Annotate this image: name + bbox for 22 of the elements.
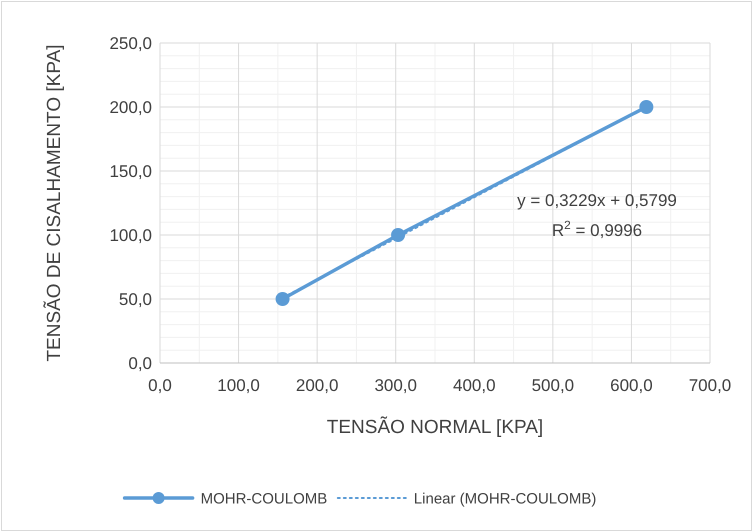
y-tick-label: 100,0: [109, 226, 152, 245]
x-tick-label: 300,0: [374, 376, 417, 395]
y-tick-label: 200,0: [109, 98, 152, 117]
legend-label: MOHR-COULOMB: [200, 490, 328, 508]
point: [276, 292, 290, 306]
point: [639, 100, 654, 114]
x-axis-title: TENSÃO NORMAL [KPA]: [326, 416, 544, 438]
y-tick-label: 250,0: [109, 34, 152, 53]
x-tick-label: 500,0: [532, 376, 574, 395]
y-axis-title: TENSÃO DE CISALHAMENTO [KPA]: [43, 44, 65, 362]
annotation: y = 0,3229x + 0,5799 R$^{2}$ = 0,9996: [517, 191, 677, 240]
y-tick-label: 0,0: [128, 354, 152, 373]
legend-label: Linear (MOHR-COULOMB): [414, 490, 596, 508]
y-tick-label: 50,0: [118, 290, 152, 309]
x-tick-label: 100,0: [217, 376, 260, 395]
x-tick-label: 700,0: [688, 376, 732, 395]
x-tick-label: 0,0: [148, 376, 172, 395]
y-tick-label: 150,0: [109, 162, 152, 181]
x-tick-label: 200,0: [296, 376, 338, 395]
x-tick-label: 400,0: [453, 376, 496, 395]
x-tick-label: 600,0: [610, 376, 653, 395]
point: [391, 228, 406, 242]
